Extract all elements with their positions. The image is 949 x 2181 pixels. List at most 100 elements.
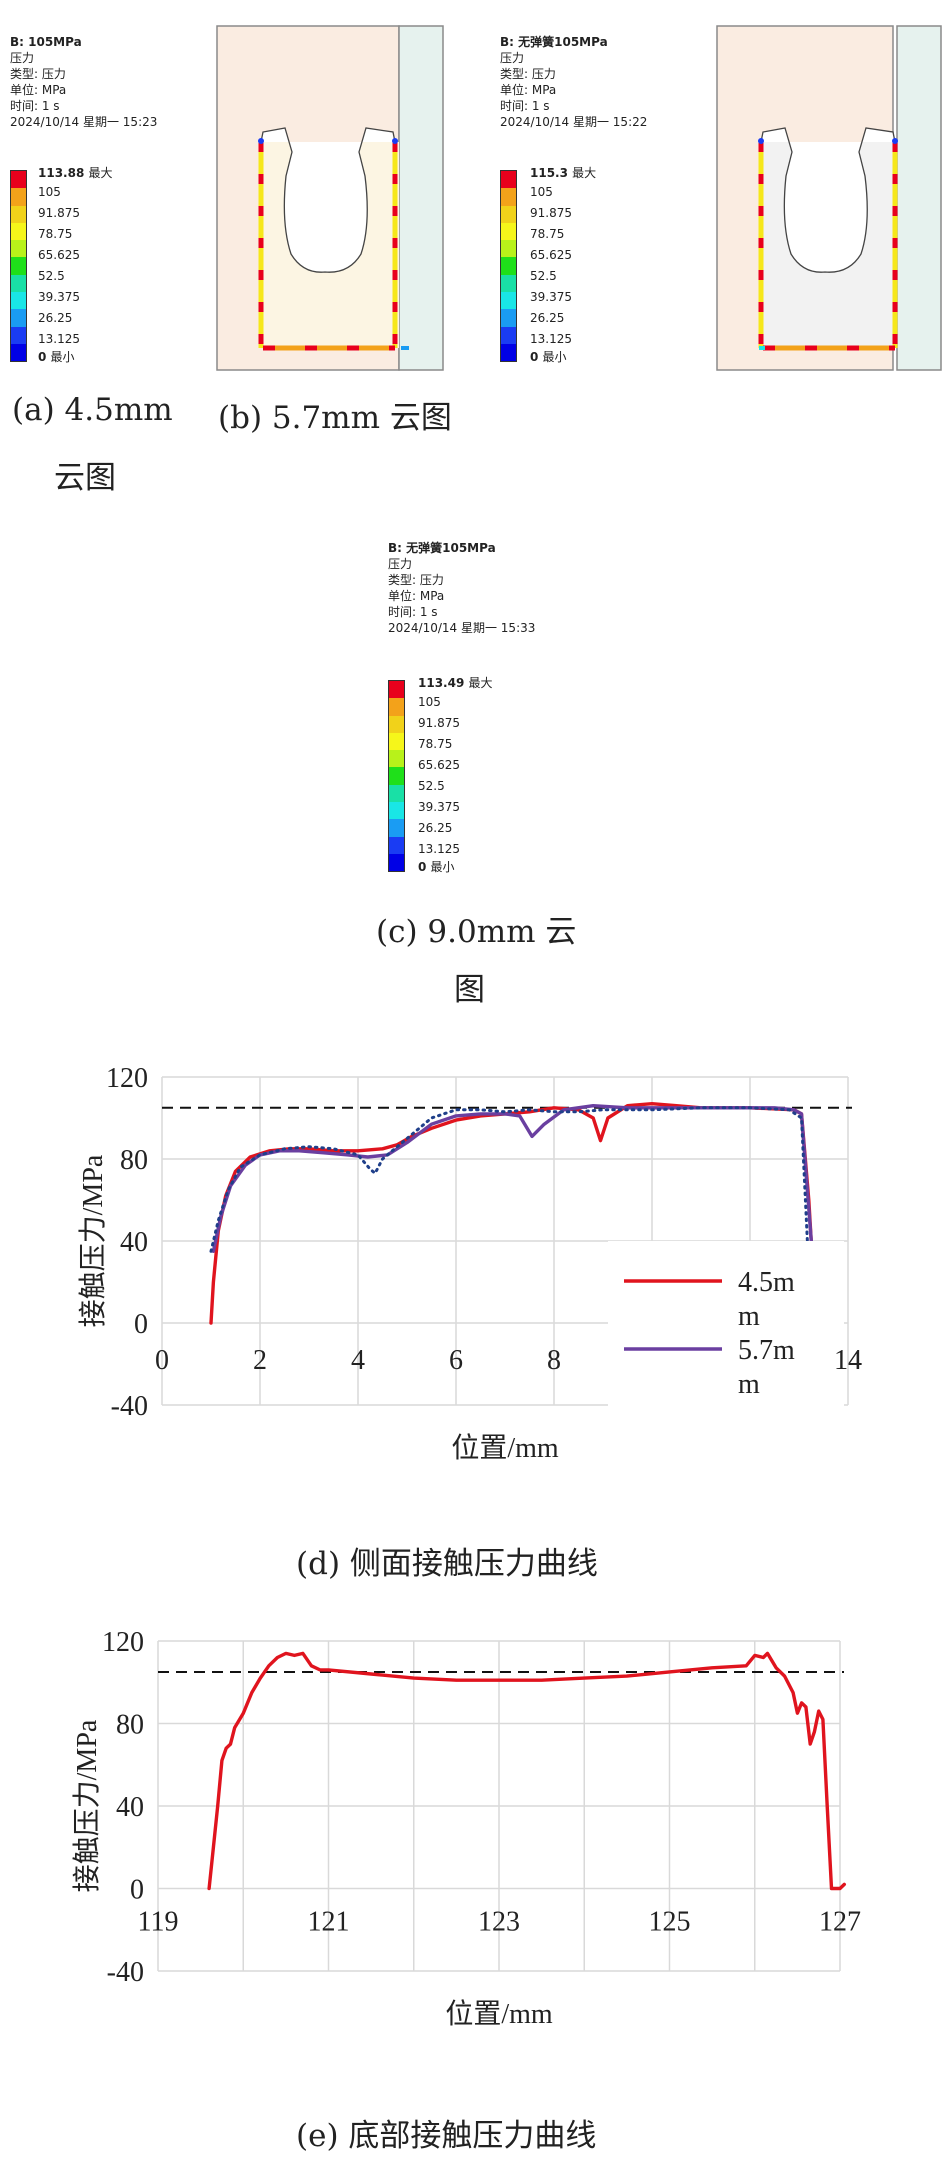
y-tick-label: 0 [134,1309,148,1340]
fea-panel-b-min: 0 最小 [530,350,567,364]
fea-panel-b-level: 65.625 [530,248,572,262]
y-tick-label: 0 [130,1875,144,1906]
fea-panel-a-title: B: 105MPa [10,35,82,49]
fea-panel-c-date: 2024/10/14 星期一 15:33 [388,621,536,635]
y-tick-label: 40 [120,1227,148,1258]
caption-c-line2: 图 [454,972,485,1008]
seal-cavity-outline [760,127,896,273]
fea-panel-c-subtitle: 压力 [388,557,413,571]
fea-panel-a-level: 91.875 [38,206,80,220]
fea-panel-c-max: 113.49 最大 [418,676,493,690]
x-tick-label: 125 [649,1907,691,1938]
y-tick-label: 40 [116,1792,144,1823]
x-tick-label: 127 [819,1907,861,1938]
fea-panel-c-min: 0 最小 [418,860,455,874]
fea-panel-a-time: 时间: 1 s [10,99,60,113]
fea-panel-b-title: B: 无弹簧105MPa [500,35,608,49]
fea-panel-c-title: B: 无弹簧105MPa [388,541,496,555]
fea-panel-a-subtitle: 压力 [10,51,35,65]
fea-panel-b-level: 105 [530,185,553,199]
fea-panel-b-geometry [716,25,942,371]
fea-panel-b-type: 类型: 压力 [500,67,556,81]
fea-panel-a-colorbar [10,170,27,362]
x-tick-label: 6 [449,1345,463,1376]
fea-panel-a-geometry [216,25,444,371]
fea-panel-a-min: 0 最小 [38,350,75,364]
fea-panel-a-max: 113.88 最大 [38,166,113,180]
x-tick-label: 0 [155,1345,169,1376]
fea-panel-b-date: 2024/10/14 星期一 15:22 [500,115,648,129]
caption-c-line1: (c) 9.0mm 云 [376,914,577,950]
y-axis-label: 接触压力/MPa [71,1719,103,1892]
fea-panel-b-level: 52.5 [530,269,557,283]
fea-panel-c-header: B: 无弹簧105MPa 压力 类型: 压力 单位: MPa 时间: 1 s 2… [388,540,628,636]
y-tick-label: 120 [106,1063,148,1094]
fea-panel-b-header: B: 无弹簧105MPa 压力 类型: 压力 单位: MPa 时间: 1 s 2… [500,34,700,130]
y-tick-label: 80 [116,1710,144,1741]
legend-label: m [738,1301,760,1332]
fea-panel-c-time: 时间: 1 s [388,605,438,619]
seal-cavity-outline [260,127,396,273]
fea-panel-a-type: 类型: 压力 [10,67,66,81]
legend-label: 5.7m [738,1335,795,1366]
fea-panel-a-header: B: 105MPa 压力 类型: 压力 单位: MPa 时间: 1 s 2024… [10,34,210,130]
caption-d: (d) 侧面接触压力曲线 [296,1546,598,1582]
fea-panel-c-colorbar [388,680,405,872]
fea-panel-a-level: 78.75 [38,227,73,241]
fea-panel-b-level: 26.25 [530,311,565,325]
y-tick-label: 80 [120,1145,148,1176]
fea-panel-b-level: 39.375 [530,290,572,304]
fea-panel-a-date: 2024/10/14 星期一 15:23 [10,115,158,129]
fea-panel-a-level: 39.375 [38,290,80,304]
fea-panel-c-level: 39.375 [418,800,460,814]
fea-panel-a-level: 26.25 [38,311,73,325]
legend-label: 4.5m [738,1267,795,1298]
y-tick-label: 120 [102,1627,144,1658]
chart-bottom-contact-pressure: 120 80 40 0 -40 119 121 123 125 127 接触压力/MPa 位置/mm [71,1627,861,2030]
seal-mating-part [896,25,942,371]
x-tick-label: 14 [834,1345,862,1376]
x-tick-label: 2 [253,1345,267,1376]
fea-panel-a-level: 65.625 [38,248,80,262]
legend-box [608,1241,844,1441]
fea-panel-c-type: 类型: 压力 [388,573,444,587]
y-tick-label: -40 [111,1391,148,1422]
x-tick-label: 121 [308,1907,350,1938]
fea-panel-c-level: 65.625 [418,758,460,772]
fea-panel-a-level: 13.125 [38,332,80,346]
fea-panel-a-level: 105 [38,185,61,199]
fea-panel-b-level: 78.75 [530,227,565,241]
fea-panel-c-level: 13.125 [418,842,460,856]
y-tick-label: -40 [107,1957,144,1988]
x-tick-label: 4 [351,1345,365,1376]
x-tick-label: 8 [547,1345,561,1376]
caption-b: (b) 5.7mm 云图 [218,400,452,436]
fea-panel-b-level: 13.125 [530,332,572,346]
fea-panel-c-unit: 单位: MPa [388,589,445,603]
y-axis-label: 接触压力/MPa [77,1154,109,1327]
fea-panel-a-level: 52.5 [38,269,65,283]
fea-panel-c-level: 105 [418,695,441,709]
fea-panel-b-max: 115.3 最大 [530,166,597,180]
fea-panel-b-time: 时间: 1 s [500,99,550,113]
fea-panel-c-level: 26.25 [418,821,453,835]
fea-panel-b-colorbar [500,170,517,362]
x-tick-label: 119 [138,1907,179,1938]
caption-a-line1: (a) 4.5mm [12,392,173,428]
fea-panel-b-unit: 单位: MPa [500,83,557,97]
caption-e: (e) 底部接触压力曲线 [296,2118,597,2154]
fea-panel-a-unit: 单位: MPa [10,83,67,97]
x-tick-label: 123 [478,1907,520,1938]
caption-a-line2: 云图 [54,460,116,496]
fea-panel-c-level: 52.5 [418,779,445,793]
series-line-9-0mm [209,1106,830,1325]
series-line-4-5mm [207,1651,846,1891]
x-axis-label: 位置/mm [451,1432,559,1464]
legend-label: m [738,1369,760,1400]
x-axis-label: 位置/mm [445,1998,553,2030]
fea-panel-b-level: 91.875 [530,206,572,220]
seal-mating-part [398,25,444,371]
fea-panel-c-level: 78.75 [418,737,453,751]
fea-panel-c-level: 91.875 [418,716,460,730]
